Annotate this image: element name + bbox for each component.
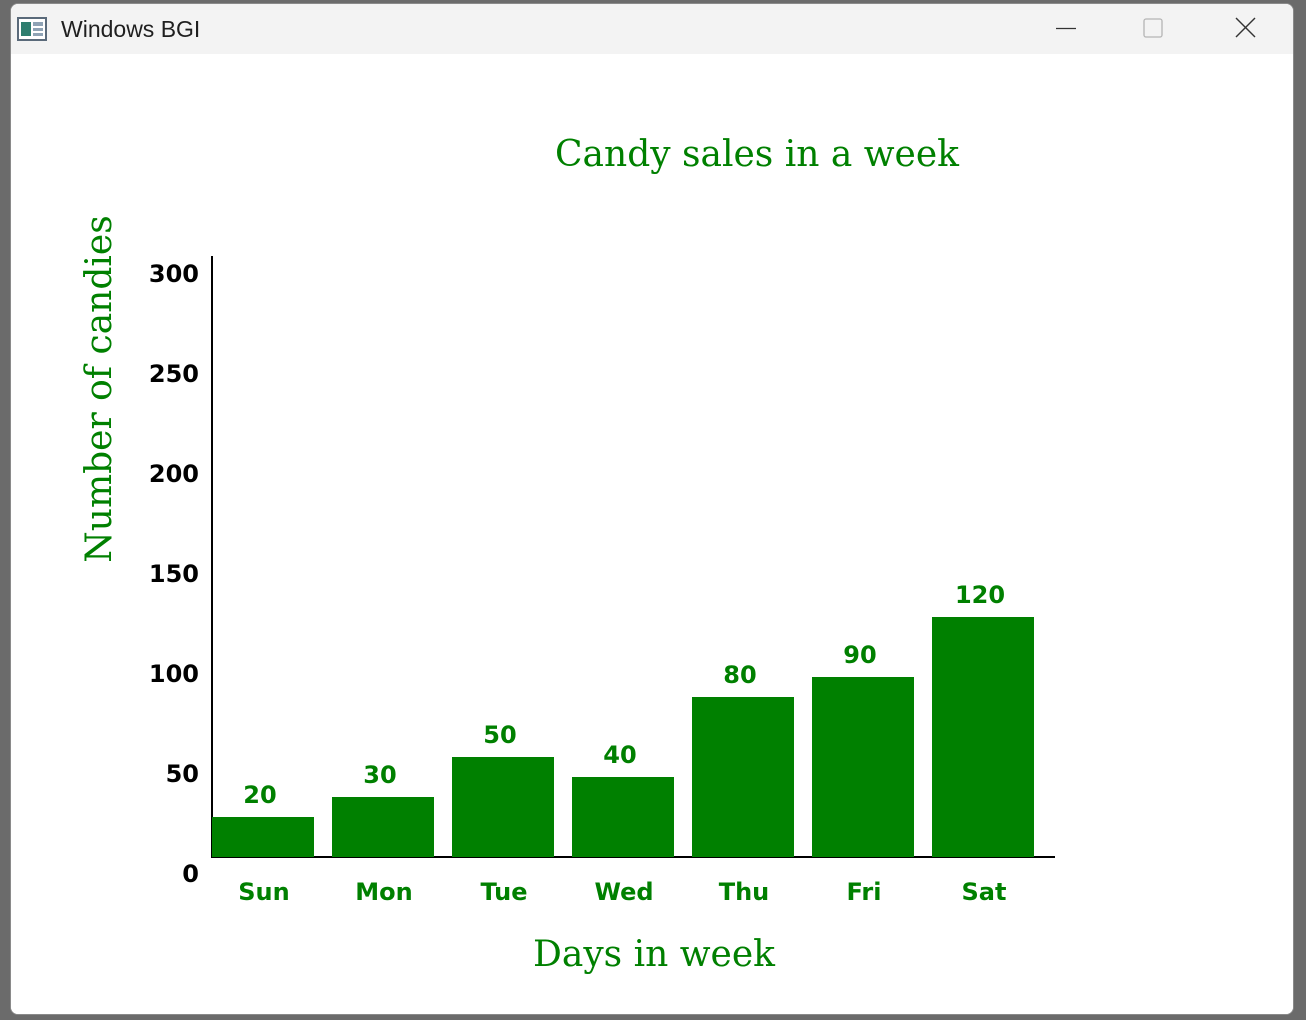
x-tick-label: Sat <box>962 878 1007 906</box>
minimize-icon <box>1056 27 1076 30</box>
bar-fri <box>812 677 914 857</box>
y-tick-label: 300 <box>149 260 199 288</box>
maximize-icon <box>1143 18 1163 38</box>
x-tick-label: Fri <box>847 878 882 906</box>
maximize-button[interactable] <box>1107 4 1199 54</box>
y-tick-label: 200 <box>149 460 199 488</box>
y-tick-label: 150 <box>149 560 199 588</box>
y-tick-label: 100 <box>149 660 199 688</box>
minimize-button[interactable] <box>1015 4 1107 54</box>
bar-value-label: 80 <box>723 661 756 689</box>
bar-value-label: 20 <box>243 781 276 809</box>
bar-thu <box>692 697 794 857</box>
title-bar[interactable]: Windows BGI <box>11 4 1293 54</box>
bar-chart: Candy sales in a week Number of candies … <box>79 134 1055 975</box>
bar-tue <box>452 757 554 857</box>
bgi-canvas: Candy sales in a week Number of candies … <box>11 54 1293 1014</box>
y-axis-label: Number of candies <box>79 215 120 562</box>
y-tick-label: 0 <box>182 860 199 888</box>
y-tick-label: 50 <box>166 760 199 788</box>
y-tick-labels: 0 50 100 150 200 250 300 <box>149 260 199 888</box>
close-button[interactable] <box>1199 4 1291 54</box>
app-window: Windows BGI Candy sales in a week Number… <box>10 3 1294 1015</box>
bar-value-label: 90 <box>843 641 876 669</box>
bar-wed <box>572 777 674 857</box>
chart-title: Candy sales in a week <box>555 134 960 175</box>
x-axis-label: Days in week <box>533 934 776 975</box>
bar-sat <box>932 617 1034 857</box>
bar-value-labels: 20 30 50 40 80 90 120 <box>243 581 1005 809</box>
x-tick-label: Wed <box>594 878 653 906</box>
bar-value-label: 50 <box>483 721 516 749</box>
close-icon <box>1235 17 1256 38</box>
bgi-window-icon <box>17 17 47 41</box>
bar-mon <box>332 797 434 857</box>
bar-sun <box>212 817 314 857</box>
bar-value-label: 30 <box>363 761 396 789</box>
x-tick-label: Thu <box>719 878 770 906</box>
bar-value-label: 120 <box>955 581 1005 609</box>
bar-series <box>212 617 1034 857</box>
x-tick-label: Mon <box>355 878 412 906</box>
x-tick-label: Tue <box>480 878 527 906</box>
x-tick-labels: Sun Mon Tue Wed Thu Fri Sat <box>238 878 1006 906</box>
window-title: Windows BGI <box>61 16 201 42</box>
x-tick-label: Sun <box>238 878 289 906</box>
bar-value-label: 40 <box>603 741 636 769</box>
y-tick-label: 250 <box>149 360 199 388</box>
